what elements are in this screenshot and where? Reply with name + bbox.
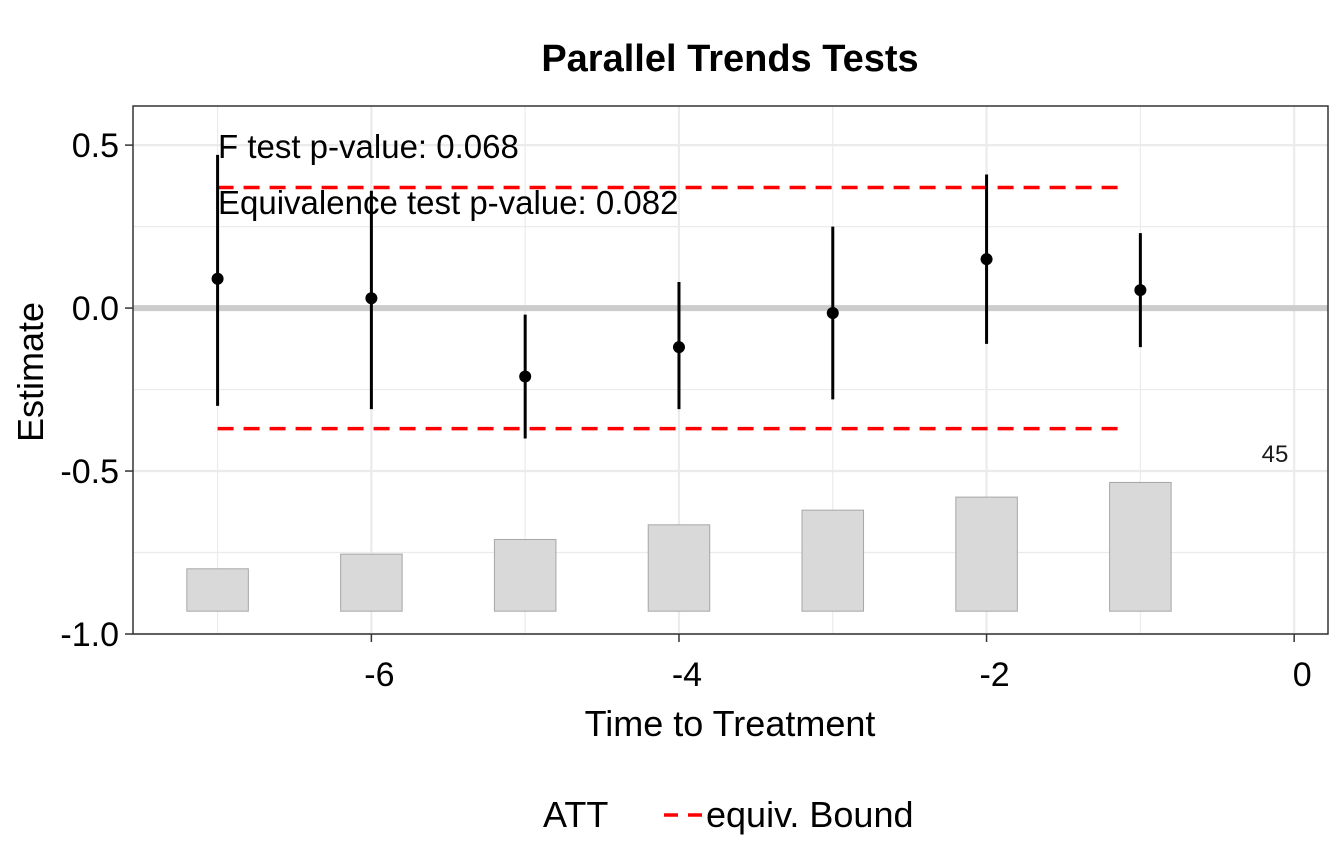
y-tick-label: 0.0 — [72, 290, 119, 328]
estimate-point — [981, 253, 993, 265]
y-axis-title: Estimate — [10, 302, 51, 442]
x-tick-label: -6 — [364, 656, 394, 694]
count-bar — [956, 497, 1018, 611]
x-axis-ticks: -6 -4 -2 0 — [364, 634, 1311, 694]
count-bar — [648, 525, 710, 611]
count-bar — [341, 554, 403, 611]
legend: ATT equiv. Bound — [543, 794, 914, 835]
estimate-point — [212, 273, 224, 285]
y-tick-label: 0.5 — [72, 127, 119, 165]
y-tick-label: -1.0 — [60, 616, 119, 654]
x-tick-label: -4 — [672, 656, 702, 694]
x-axis-title: Time to Treatment — [585, 703, 876, 744]
f-test-annotation: F test p-value: 0.068 — [218, 128, 519, 165]
estimate-point — [827, 307, 839, 319]
y-tick-label: -0.5 — [60, 453, 119, 491]
chart-title: Parallel Trends Tests — [541, 38, 918, 80]
x-tick-label: -2 — [979, 656, 1009, 694]
count-bar — [494, 539, 556, 611]
estimate-point — [519, 371, 531, 383]
count-bar — [802, 510, 864, 611]
legend-label-equiv-bound: equiv. Bound — [706, 794, 914, 835]
count-label: 45 — [1262, 441, 1289, 468]
estimate-point — [365, 292, 377, 304]
x-tick-label: 0 — [1293, 656, 1312, 694]
y-axis-ticks: 0.5 0.0 -0.5 -1.0 — [60, 127, 133, 654]
count-bar — [187, 569, 249, 611]
estimate-point — [673, 341, 685, 353]
estimate-point — [1134, 284, 1146, 296]
equivalence-test-annotation: Equivalence test p-value: 0.082 — [218, 184, 678, 221]
count-bar — [1110, 482, 1172, 611]
legend-label-att: ATT — [543, 794, 608, 835]
